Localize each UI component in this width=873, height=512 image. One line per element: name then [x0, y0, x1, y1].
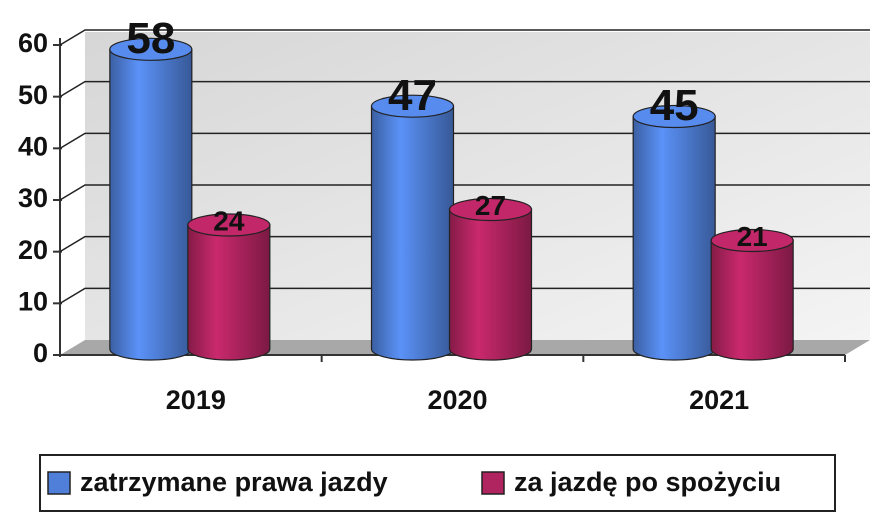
- y-tick-label: 40: [18, 131, 48, 161]
- data-label: 58: [126, 14, 175, 63]
- bar: [448, 208, 533, 361]
- y-tick-label: 20: [18, 235, 48, 265]
- data-label: 27: [475, 190, 506, 221]
- grid-line: [59, 184, 870, 201]
- bar: [109, 48, 193, 361]
- legend-label: zatrzymane prawa jazdy: [80, 467, 388, 497]
- bar-top: [710, 228, 794, 253]
- y-tick-label: 10: [18, 286, 48, 316]
- bar: [187, 224, 271, 361]
- bar-top: [632, 104, 716, 129]
- grid-line: [59, 235, 870, 253]
- grid-line: [59, 80, 870, 98]
- grid-line: [59, 132, 870, 149]
- y-tick-label: 30: [18, 183, 48, 213]
- grid-line: [59, 29, 870, 46]
- bar-top: [187, 213, 271, 237]
- legend-swatch: [481, 471, 505, 495]
- bar: [632, 115, 716, 361]
- legend-swatch: [47, 471, 71, 495]
- bar: [710, 239, 794, 361]
- legend: [39, 454, 836, 512]
- y-tick-label: 60: [18, 28, 48, 58]
- x-tick-label: 2020: [427, 385, 487, 415]
- y-tick-label: 50: [18, 80, 48, 110]
- bar: [370, 105, 455, 361]
- bar-top: [109, 37, 193, 61]
- data-label: 47: [388, 71, 437, 120]
- data-label: 45: [650, 81, 699, 130]
- bar-top: [448, 197, 533, 222]
- y-tick-label: 0: [33, 338, 48, 368]
- bar-top: [370, 94, 455, 118]
- data-label: 21: [737, 221, 768, 252]
- data-label: 24: [213, 205, 245, 236]
- legend-label: za jazdę po spożyciu: [514, 467, 781, 497]
- x-tick-label: 2021: [689, 385, 749, 415]
- x-tick-label: 2019: [166, 385, 226, 415]
- grid-line: [59, 287, 870, 304]
